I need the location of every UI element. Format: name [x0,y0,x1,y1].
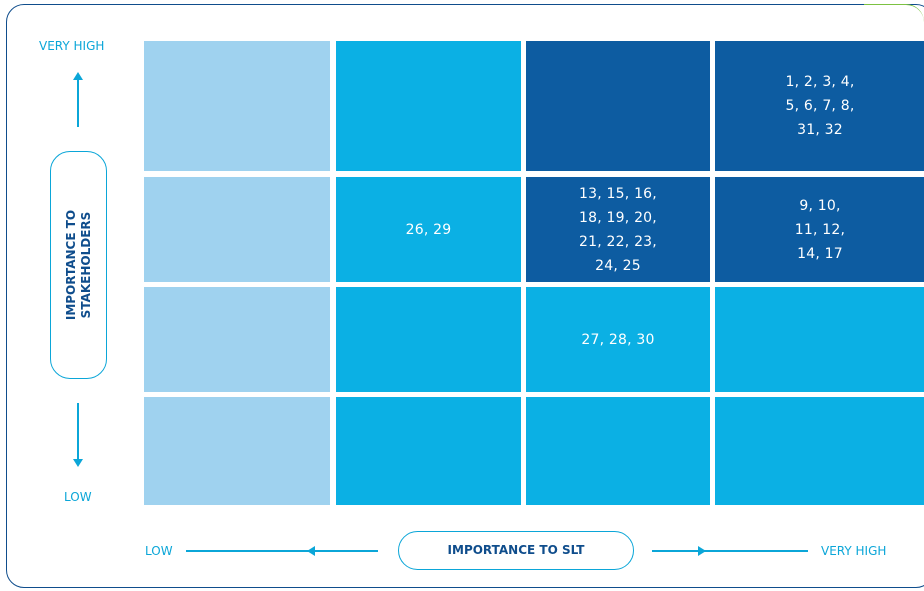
matrix-cell: 27, 28, 30 [526,287,710,392]
matrix-cell [144,177,330,282]
matrix-cell [336,41,521,171]
matrix-cell [715,397,924,505]
x-axis-title: IMPORTANCE TO SLT [447,543,585,557]
matrix-cell: 13, 15, 16, 18, 19, 20, 21, 22, 23, 24, … [526,177,710,282]
matrix-cell [336,397,521,505]
y-axis-high-label: VERY HIGH [39,39,105,53]
matrix-cell: 1, 2, 3, 4, 5, 6, 7, 8, 31, 32 [715,41,924,171]
arrow-right-icon [698,546,706,556]
matrix-cell [336,287,521,392]
y-axis-title-pill: IMPORTANCE TO STAKEHOLDERS [50,151,107,379]
x-axis-title-pill: IMPORTANCE TO SLT [398,531,634,570]
matrix-cell: 26, 29 [336,177,521,282]
x-axis-line-right [652,550,808,552]
x-axis-low-label: LOW [145,544,173,558]
y-axis-line-bottom [77,403,79,459]
matrix-cell: 9, 10, 11, 12, 14, 17 [715,177,924,282]
arrow-down-icon [73,459,83,467]
matrix-cell [144,41,330,171]
y-axis-line-top [77,79,79,127]
diagram-frame [6,4,924,588]
x-axis-line-left [186,550,378,552]
y-axis-low-label: LOW [64,490,92,504]
matrix-cell [526,397,710,505]
y-axis-title: IMPORTANCE TO STAKEHOLDERS [63,209,93,321]
arrow-up-icon [73,72,83,80]
frame-accent [864,4,924,23]
matrix-cell [144,287,330,392]
arrow-left-icon [307,546,315,556]
matrix-cell [526,41,710,171]
matrix-cell [715,287,924,392]
matrix-cell [144,397,330,505]
x-axis-high-label: VERY HIGH [821,544,887,558]
